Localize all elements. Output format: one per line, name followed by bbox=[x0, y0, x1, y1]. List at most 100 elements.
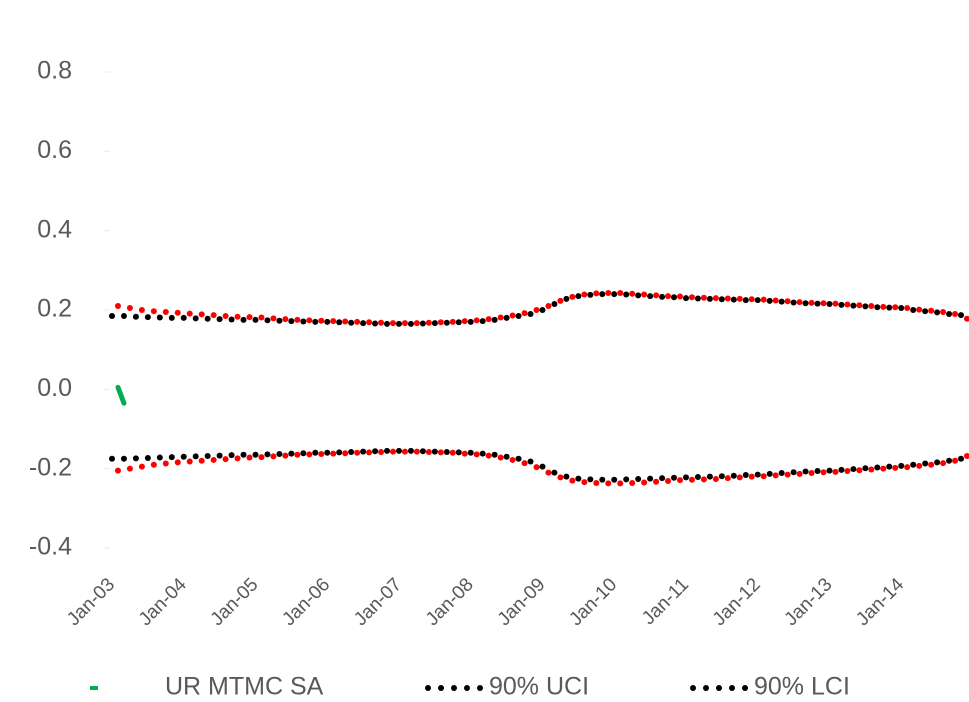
dot bbox=[258, 454, 265, 461]
dot bbox=[688, 476, 695, 483]
dot bbox=[754, 471, 761, 478]
dot bbox=[581, 291, 588, 298]
dot bbox=[282, 316, 289, 323]
y-tick-label: -0.4 bbox=[29, 533, 72, 561]
dot bbox=[730, 472, 737, 479]
dot bbox=[718, 296, 725, 303]
dot bbox=[485, 452, 492, 459]
dot bbox=[946, 310, 953, 317]
dot bbox=[874, 304, 881, 311]
dot bbox=[617, 289, 624, 296]
dot bbox=[916, 462, 923, 469]
x-tick-label: Jan-13 bbox=[781, 574, 837, 630]
dot bbox=[497, 314, 504, 321]
x-tick-label: Jan-09 bbox=[494, 574, 550, 630]
dot bbox=[623, 476, 630, 483]
dot bbox=[527, 458, 534, 465]
legend-marker bbox=[742, 685, 748, 691]
dot bbox=[503, 453, 510, 460]
dot bbox=[156, 454, 163, 461]
dot bbox=[916, 306, 923, 313]
x-tick-label: Jan-11 bbox=[638, 574, 693, 629]
dot bbox=[802, 468, 809, 475]
dot bbox=[766, 297, 773, 304]
dot bbox=[210, 456, 217, 463]
dot bbox=[790, 299, 797, 306]
dot bbox=[551, 469, 558, 476]
dot bbox=[425, 319, 432, 326]
dot bbox=[760, 473, 767, 480]
dot bbox=[354, 318, 361, 325]
dot bbox=[934, 309, 941, 316]
dot bbox=[455, 319, 462, 326]
dot bbox=[342, 450, 349, 457]
dot bbox=[515, 455, 522, 462]
dot bbox=[419, 320, 426, 327]
dot bbox=[563, 295, 570, 302]
dot bbox=[192, 315, 199, 322]
dot bbox=[479, 450, 486, 457]
y-tick-label: 0.6 bbox=[37, 136, 72, 164]
dot bbox=[216, 452, 223, 459]
dot bbox=[168, 314, 175, 321]
dot bbox=[150, 308, 157, 315]
legend-label: UR MTMC SA bbox=[165, 673, 324, 701]
dot bbox=[647, 475, 654, 482]
dot bbox=[114, 303, 121, 310]
dot bbox=[473, 451, 480, 458]
dot bbox=[784, 471, 791, 478]
dot bbox=[892, 304, 899, 311]
dot bbox=[682, 474, 689, 481]
x-tick-label: Jan-05 bbox=[207, 574, 263, 630]
dot bbox=[443, 319, 450, 326]
dot bbox=[677, 293, 684, 300]
dot bbox=[922, 308, 929, 315]
dot bbox=[114, 467, 121, 474]
dot bbox=[240, 316, 247, 323]
dot bbox=[886, 463, 893, 470]
legend-marker bbox=[690, 685, 696, 691]
dot bbox=[431, 320, 438, 327]
dot bbox=[515, 312, 522, 319]
dot bbox=[904, 464, 911, 471]
dot bbox=[336, 319, 343, 326]
dot bbox=[497, 454, 504, 461]
dot bbox=[599, 476, 606, 483]
dot bbox=[671, 474, 678, 481]
dot bbox=[174, 309, 181, 316]
dot bbox=[964, 315, 969, 322]
dot bbox=[820, 300, 827, 307]
dot bbox=[533, 464, 540, 471]
dot bbox=[348, 319, 355, 326]
dot bbox=[246, 314, 253, 321]
dot bbox=[186, 310, 193, 317]
dot bbox=[796, 470, 803, 477]
dot bbox=[880, 465, 887, 472]
dot bbox=[467, 318, 474, 325]
dot bbox=[724, 475, 731, 482]
dot bbox=[360, 448, 367, 455]
dot bbox=[892, 464, 899, 471]
dot bbox=[569, 293, 576, 300]
dot bbox=[288, 318, 295, 325]
dot bbox=[736, 474, 743, 481]
dot bbox=[802, 300, 809, 307]
dot bbox=[306, 451, 313, 458]
dot bbox=[174, 459, 181, 466]
dot bbox=[144, 454, 151, 461]
dot bbox=[288, 450, 295, 457]
dot bbox=[270, 453, 277, 460]
dot bbox=[425, 449, 432, 456]
dot bbox=[886, 304, 893, 311]
dot bbox=[378, 449, 385, 456]
dot bbox=[545, 469, 552, 476]
legend-marker bbox=[716, 685, 722, 691]
dot bbox=[694, 473, 701, 480]
dot bbox=[551, 301, 558, 308]
dot bbox=[348, 449, 355, 456]
dot bbox=[605, 289, 612, 296]
dot bbox=[294, 316, 301, 323]
dot bbox=[844, 468, 851, 475]
dot bbox=[366, 319, 373, 326]
